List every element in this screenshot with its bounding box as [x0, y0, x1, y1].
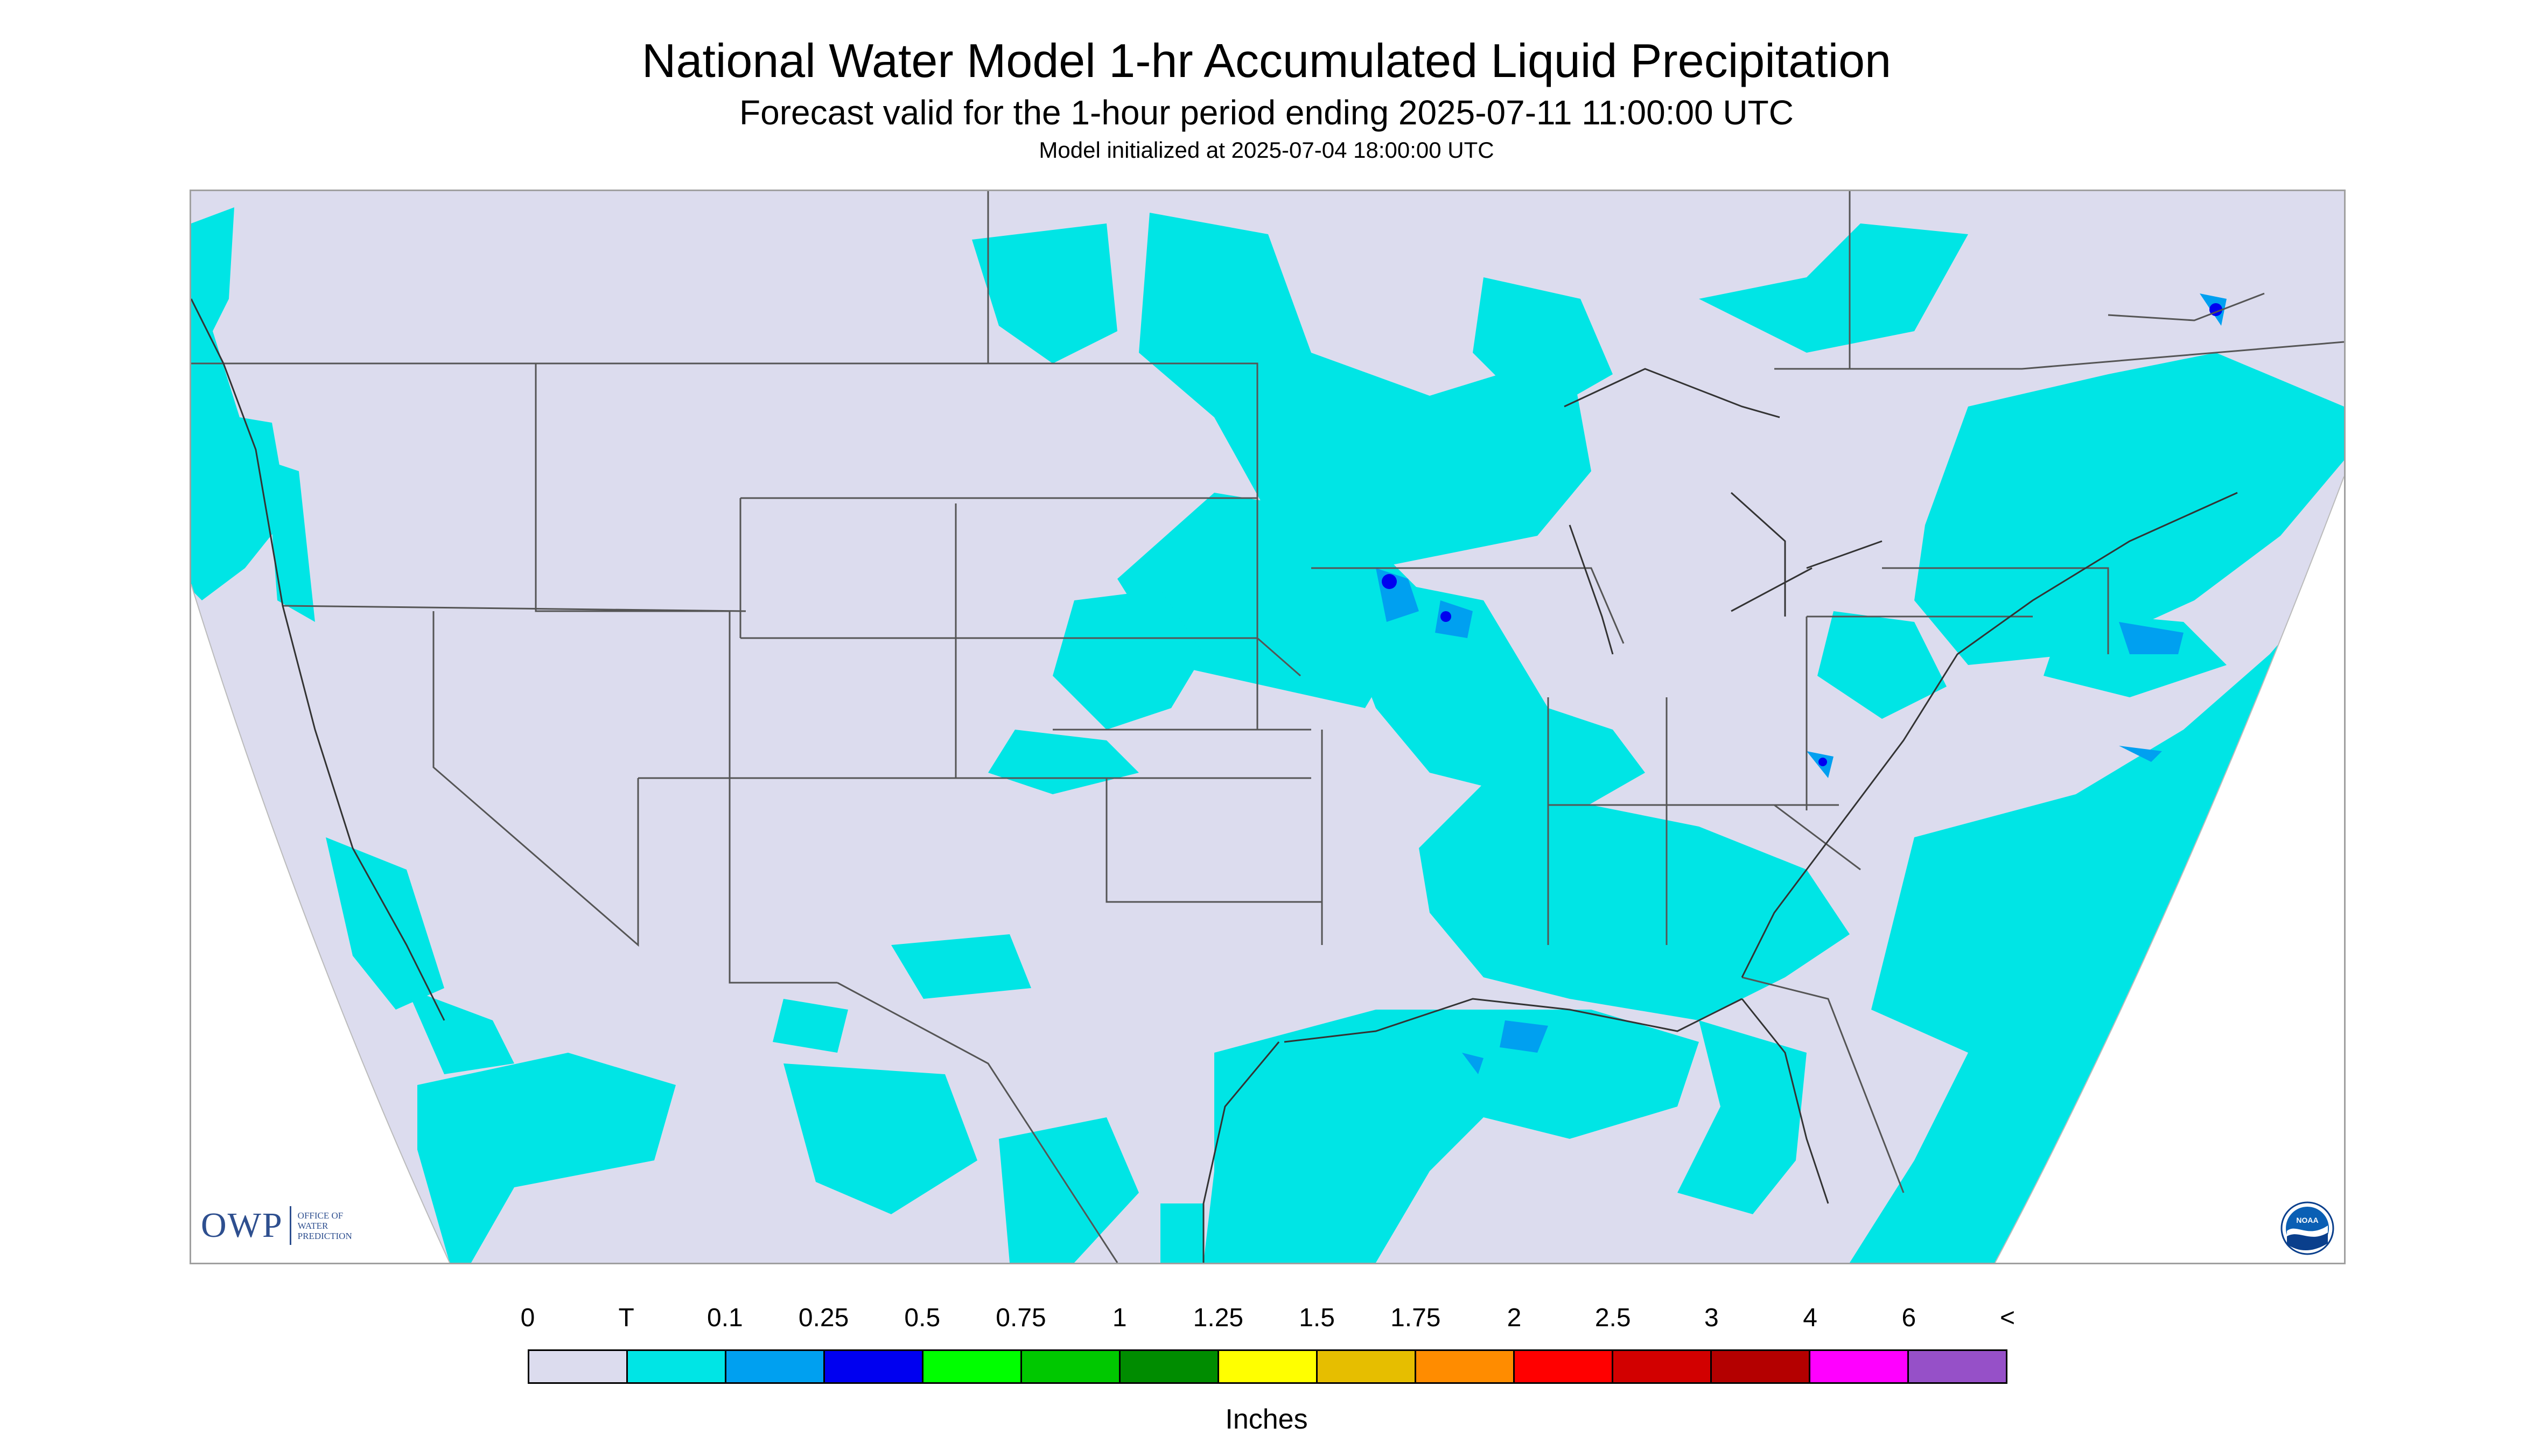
legend-tick-label: 1.5 — [1299, 1304, 1335, 1332]
legend-swatch — [1612, 1349, 1710, 1384]
legend-tick-label: 1.25 — [1193, 1304, 1244, 1332]
noaa-seal-text: NOAA — [2296, 1216, 2318, 1224]
legend-tick-label: 0.75 — [996, 1304, 1046, 1332]
legend-tick-label: 0.5 — [904, 1304, 941, 1332]
legend-swatch — [1119, 1349, 1217, 1384]
owp-logo-divider — [289, 1206, 291, 1245]
model-init-subtitle: Model initialized at 2025-07-04 18:00:00… — [1039, 137, 1494, 163]
legend-swatch — [922, 1349, 1020, 1384]
owp-logo: OWP OFFICE OF WATER PREDICTION — [201, 1201, 352, 1250]
legend-swatch — [725, 1349, 823, 1384]
map-canvas — [191, 191, 2344, 1263]
legend-swatch — [1513, 1349, 1612, 1384]
legend-unit-label: Inches — [1225, 1404, 1308, 1435]
legend-tick-labels: 0 T 0.1 0.25 0.5 0.75 1 1.25 1.5 1.75 2 2.5 3 4 6 < — [0, 1303, 2533, 1335]
legend-tick-label: 1.75 — [1390, 1304, 1441, 1332]
legend-tick-label: < — [1999, 1304, 2016, 1332]
model-domain-outline — [191, 476, 2344, 1263]
legend-swatch — [1809, 1349, 1907, 1384]
legend-tick-label: 0 — [520, 1304, 535, 1332]
legend-tick-label: 0.25 — [798, 1304, 849, 1332]
main-title: National Water Model 1-hr Accumulated Li… — [641, 34, 1892, 87]
legend-swatch — [823, 1349, 922, 1384]
owp-logo-text: OWP — [201, 1206, 283, 1245]
legend-tick-label: 1 — [1112, 1304, 1127, 1332]
legend-color-bar — [528, 1349, 2007, 1384]
noaa-seal-icon: NOAA — [2280, 1201, 2334, 1255]
legend-swatch — [1217, 1349, 1316, 1384]
legend-tick-label: T — [618, 1304, 634, 1332]
legend-swatch — [528, 1349, 626, 1384]
legend-swatch — [1316, 1349, 1415, 1384]
owp-logo-line: PREDICTION — [297, 1230, 352, 1241]
legend-tick-label: 2.5 — [1594, 1304, 1631, 1332]
legend-swatch — [1020, 1349, 1119, 1384]
owp-logo-line: WATER — [297, 1220, 328, 1231]
precipitation-map: OWP OFFICE OF WATER PREDICTION NOAA — [190, 190, 2346, 1264]
coastlines — [191, 298, 2238, 1263]
owp-logo-line: OFFICE OF — [297, 1210, 344, 1221]
legend-tick-label: 0.1 — [707, 1304, 743, 1332]
legend-tick-label: 4 — [1803, 1304, 1817, 1332]
legend-tick-label: 2 — [1507, 1304, 1522, 1332]
owp-logo-subtext: OFFICE OF WATER PREDICTION — [298, 1210, 352, 1241]
forecast-valid-subtitle: Forecast valid for the 1-hour period end… — [739, 93, 1794, 132]
trace-precip-areas — [191, 207, 2344, 1263]
legend-swatch — [1415, 1349, 1513, 1384]
legend-swatch — [626, 1349, 725, 1384]
legend-swatch — [1907, 1349, 2007, 1384]
political-boundaries — [191, 191, 2344, 1263]
legend-tick-label: 3 — [1704, 1304, 1719, 1332]
legend-tick-label: 6 — [1901, 1304, 1916, 1332]
legend-swatch — [1710, 1349, 1809, 1384]
